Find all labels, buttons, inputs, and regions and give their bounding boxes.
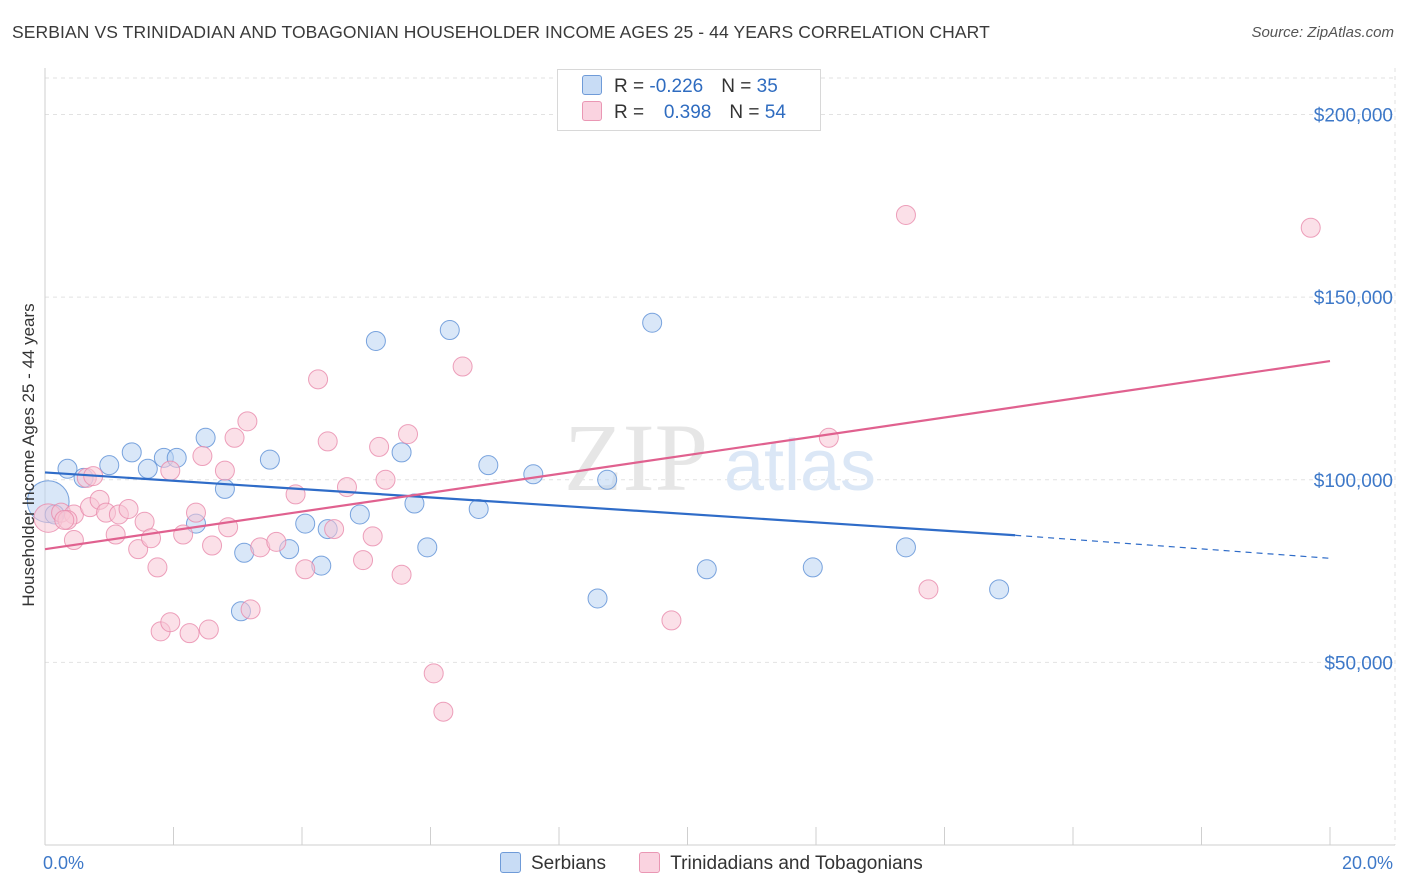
serbian-point	[597, 469, 618, 490]
trini-point	[192, 446, 213, 467]
legend-n-value-trini: 54	[764, 102, 786, 123]
serbian-point	[195, 427, 216, 448]
source-label: Source: ZipAtlas.com	[1251, 24, 1394, 41]
trini-point	[818, 427, 839, 448]
trini-point	[202, 535, 223, 556]
trini-point	[324, 519, 345, 540]
trini-point	[214, 460, 235, 481]
y-tick-label: $200,000	[1314, 106, 1393, 127]
trini-point	[54, 509, 75, 530]
trini-point	[369, 436, 390, 457]
trini-point	[105, 524, 126, 545]
labels-layer: $50,000 $100,000 $150,000 $200,000 0.0% 20.0%…	[19, 106, 1393, 873]
trini-point	[391, 564, 412, 585]
serbian-point	[417, 537, 438, 558]
serbian-point	[121, 442, 142, 463]
axes-layer	[44, 68, 1395, 846]
trini-point	[398, 424, 419, 445]
trini-point	[266, 531, 287, 552]
serbian-point	[137, 458, 158, 479]
trendline-serbians	[44, 471, 1016, 537]
trendline-serbians-extension	[1015, 534, 1331, 559]
serbian-point	[895, 537, 916, 558]
legend-label-serbians: Serbians	[531, 853, 606, 874]
chart-title: SERBIAN VS TRINIDADIAN AND TOBAGONIAN HO…	[12, 22, 990, 42]
trini-point	[224, 427, 245, 448]
serbian-point	[989, 579, 1010, 600]
trini-point	[362, 526, 383, 547]
trini-point	[433, 701, 454, 722]
points-layer	[26, 204, 1321, 722]
serbian-point	[523, 464, 544, 485]
serbian-point	[214, 478, 235, 499]
trini-point	[375, 469, 396, 490]
trini-point	[237, 411, 258, 432]
legend-r-label: R =	[614, 76, 650, 97]
watermark-zip: ZIP	[564, 404, 708, 511]
trini-point	[185, 502, 206, 523]
legend-swatch-serbian	[582, 75, 602, 95]
serbian-point	[478, 455, 499, 476]
legend-n-label: N =	[721, 76, 757, 97]
trini-point	[661, 610, 682, 631]
legend-row-serbian: R = -0.226 N = 35	[582, 75, 778, 101]
trini-point	[141, 528, 162, 549]
trini-point	[918, 579, 939, 600]
trini-point	[198, 619, 219, 640]
y-axis-label: Householder Income Ages 25 - 44 years	[19, 303, 38, 606]
trini-point	[317, 431, 338, 452]
legend-swatch-trini	[582, 101, 602, 121]
serbian-point	[696, 559, 717, 580]
trini-point	[160, 612, 181, 633]
trini-point	[295, 559, 316, 580]
trini-point	[452, 356, 473, 377]
serbian-point	[391, 442, 412, 463]
serbian-point	[439, 320, 460, 341]
trini-point	[336, 477, 357, 498]
legend-label-trini: Trinidadians and Tobagonians	[670, 853, 923, 874]
series-legend: Serbians Trinidadians and Tobagonians	[500, 852, 951, 875]
legend-r-value-serbian: -0.226	[649, 76, 704, 97]
legend-row-trini: R = 0.398 N = 54	[582, 101, 786, 127]
trini-point	[179, 623, 200, 644]
trini-point	[423, 663, 444, 684]
y-tick-label: $50,000	[1324, 653, 1393, 674]
legend-r-label: R =	[614, 102, 650, 123]
legend-n-value-serbian: 35	[756, 76, 778, 97]
serbian-point	[802, 557, 823, 578]
trendline-trini	[44, 359, 1331, 551]
y-tick-label: $100,000	[1314, 471, 1393, 492]
trini-point	[353, 550, 374, 571]
trini-point	[1300, 217, 1321, 238]
serbian-point	[468, 498, 489, 519]
serbian-point	[295, 513, 316, 534]
trini-point	[128, 539, 149, 560]
x-tick-label-min: 0.0%	[43, 853, 84, 873]
trini-point	[147, 557, 168, 578]
trini-point	[160, 460, 181, 481]
trini-point	[118, 498, 139, 519]
legend-item-serbians: Serbians	[500, 852, 606, 875]
trini-point	[895, 204, 916, 225]
trini-point	[240, 599, 261, 620]
trend-layer	[44, 359, 1331, 559]
serbian-point	[99, 455, 120, 476]
y-tick-label: $150,000	[1314, 288, 1393, 309]
legend-swatch-trini	[639, 852, 661, 873]
serbian-point	[587, 588, 608, 609]
trini-point	[308, 369, 329, 390]
serbian-point	[349, 504, 370, 525]
legend-r-value-trini: 0.398	[663, 102, 712, 123]
correlation-legend: R = -0.226 N = 35 R = 0.398 N = 54	[557, 69, 821, 131]
serbian-point	[365, 330, 386, 351]
grid-layer	[45, 68, 1396, 845]
legend-n-label: N =	[729, 102, 765, 123]
x-tick-label-max: 20.0%	[1342, 853, 1393, 873]
legend-item-trini: Trinidadians and Tobagonians	[639, 852, 923, 875]
serbian-point	[259, 449, 280, 470]
legend-swatch-serbians	[500, 852, 521, 873]
serbian-point	[642, 312, 663, 333]
